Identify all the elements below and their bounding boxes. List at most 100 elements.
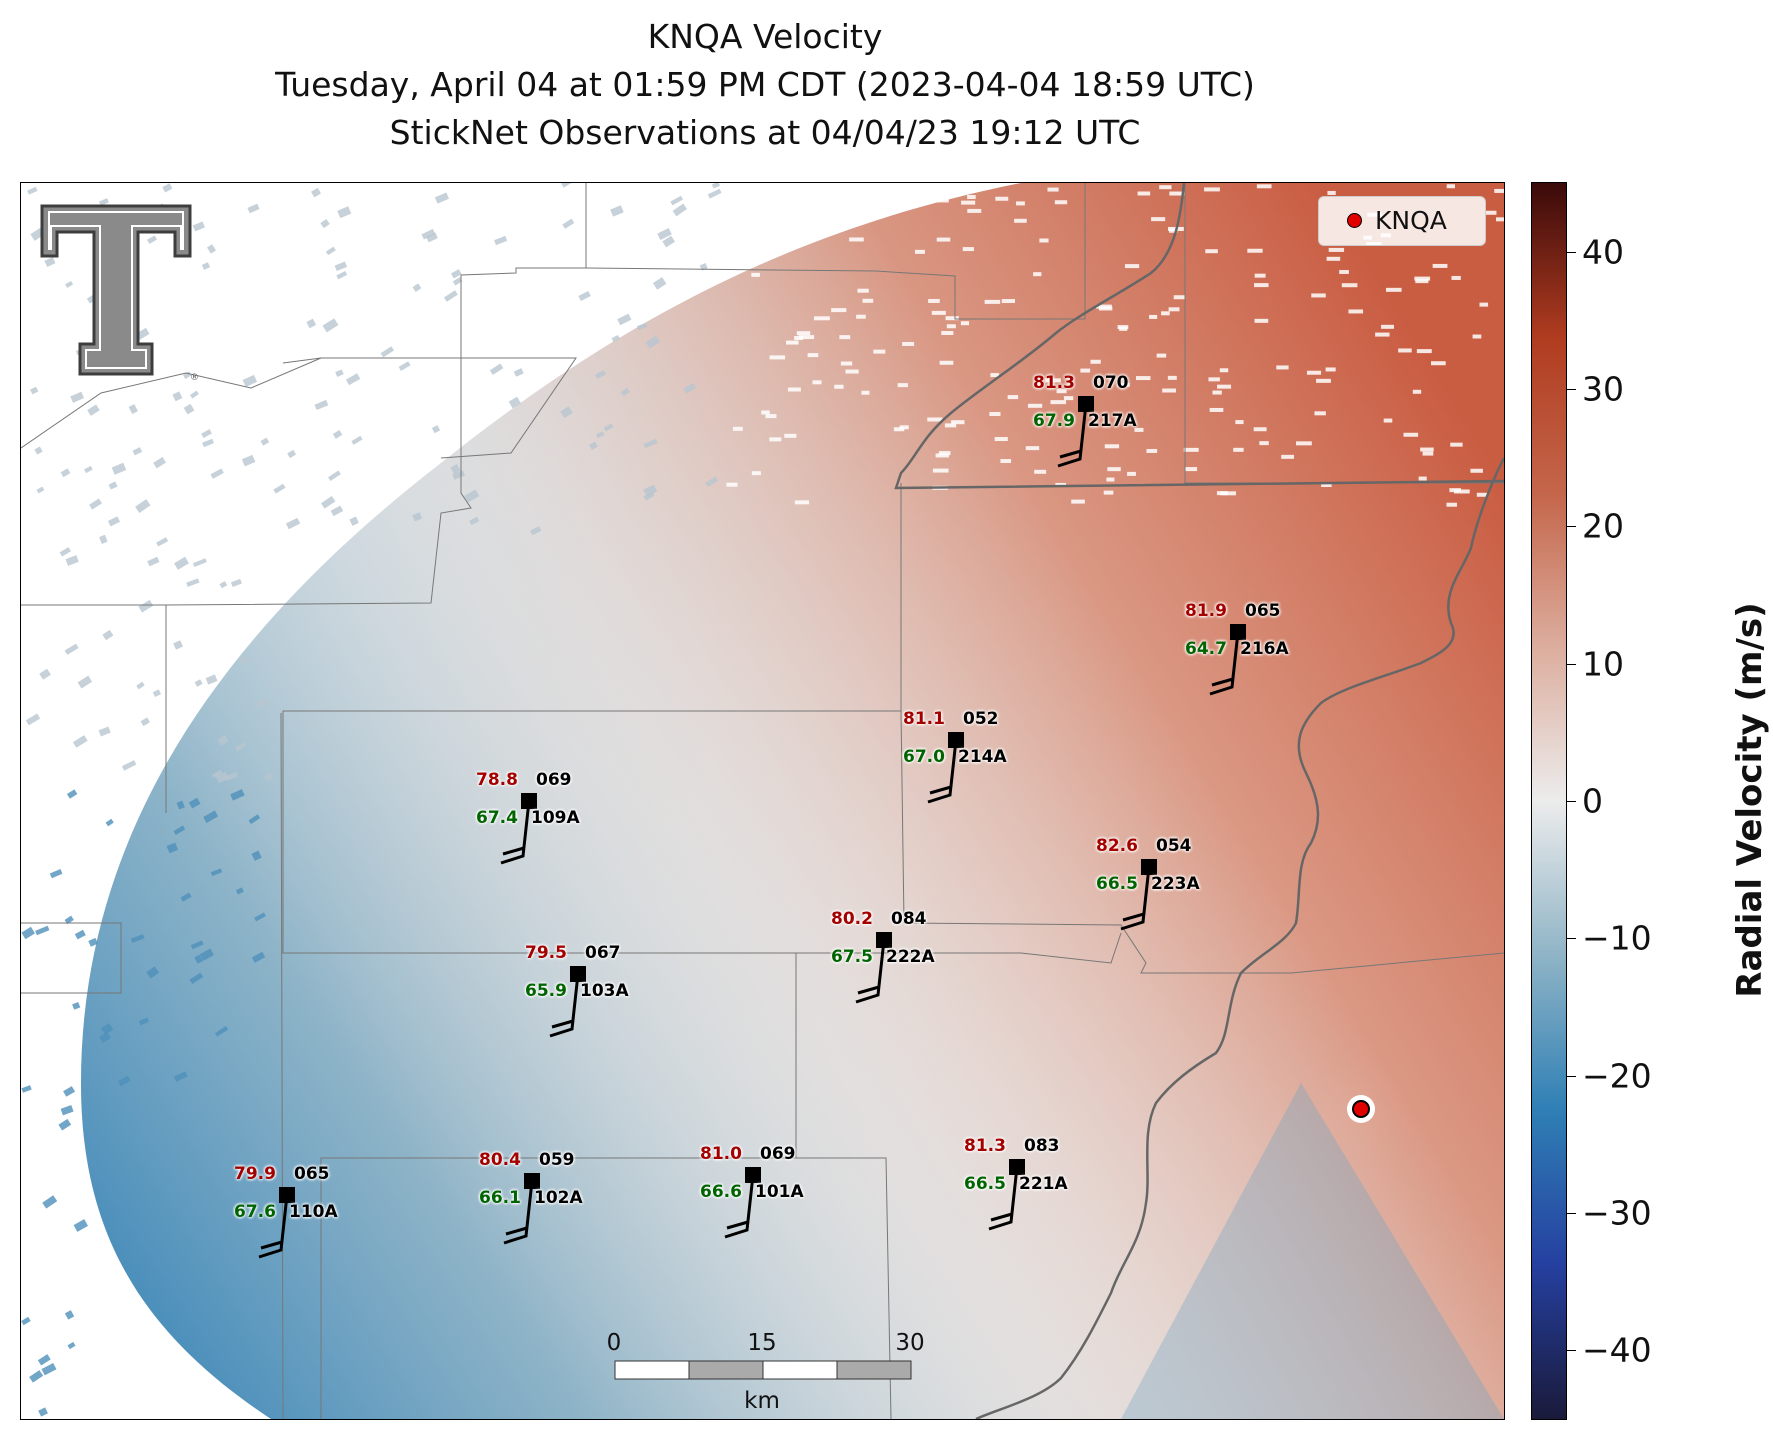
- station-id: 102A: [534, 1188, 583, 1208]
- station-temperature: 81.0: [700, 1144, 742, 1164]
- station-221A[interactable]: [988, 1159, 1025, 1231]
- colorbar-tick-label: 30: [1582, 369, 1624, 409]
- scale-bar: [614, 1360, 912, 1380]
- station-id: 223A: [1151, 874, 1200, 894]
- station-temperature: 82.6: [1096, 836, 1138, 856]
- wind-barb: [1057, 403, 1088, 468]
- station-id: 109A: [531, 808, 580, 828]
- station-id: 216A: [1240, 639, 1289, 659]
- station-id: 110A: [289, 1202, 338, 1222]
- station-temperature: 81.1: [903, 709, 945, 729]
- station-temperature: 81.3: [1033, 373, 1075, 393]
- station-wind-direction: 067: [585, 943, 621, 963]
- station-wind-direction: 084: [891, 909, 927, 929]
- station-dewpoint: 66.5: [964, 1174, 1006, 1194]
- wind-barb: [500, 800, 531, 865]
- legend-label: KNQA: [1375, 206, 1447, 235]
- station-103A[interactable]: [549, 966, 586, 1038]
- station-dewpoint: 66.5: [1096, 874, 1138, 894]
- station-dewpoint: 67.4: [476, 808, 518, 828]
- colorbar-tick-label: −40: [1582, 1330, 1652, 1370]
- colorbar-tick-mark: [1566, 526, 1576, 528]
- station-dewpoint: 66.6: [700, 1182, 742, 1202]
- station-110A[interactable]: [258, 1187, 295, 1259]
- scale-bar-label-15: 15: [747, 1330, 777, 1356]
- colorbar-tick-label: −20: [1582, 1056, 1652, 1096]
- colorbar-tick-mark: [1566, 1213, 1576, 1214]
- station-dewpoint: 67.6: [234, 1202, 276, 1222]
- wind-barb: [549, 973, 580, 1038]
- wind-barb: [988, 1166, 1019, 1231]
- wind-barb: [724, 1174, 755, 1239]
- station-wind-direction: 065: [294, 1164, 330, 1184]
- station-wind-direction: 070: [1093, 373, 1129, 393]
- station-dewpoint: 66.1: [479, 1188, 521, 1208]
- colorbar-tick-label: 20: [1582, 506, 1624, 546]
- station-222A[interactable]: [855, 932, 892, 1004]
- state-boundaries: [894, 183, 1504, 1419]
- colorbar-tick-mark: [1566, 389, 1576, 390]
- station-id: 214A: [958, 747, 1007, 767]
- colorbar: [1531, 182, 1567, 1420]
- scale-bar-label-30: 30: [895, 1330, 925, 1356]
- colorbar-tick-label: −10: [1582, 918, 1652, 958]
- station-temperature: 79.9: [234, 1164, 276, 1184]
- station-223A[interactable]: [1120, 859, 1157, 931]
- station-id: 217A: [1088, 411, 1137, 431]
- station-temperature: 78.8: [476, 770, 518, 790]
- scale-bar-label-0: 0: [606, 1330, 622, 1356]
- radar-map[interactable]: [20, 182, 1505, 1420]
- station-217A[interactable]: [1057, 396, 1094, 468]
- colorbar-tick-mark: [1566, 1350, 1576, 1352]
- colorbar-tick-mark: [1566, 663, 1576, 665]
- station-109A[interactable]: [500, 793, 537, 865]
- radar-site-marker[interactable]: [1347, 1095, 1375, 1123]
- wind-barb: [1120, 866, 1151, 931]
- station-dewpoint: 67.0: [903, 747, 945, 767]
- colorbar-tick-mark: [1566, 1075, 1576, 1077]
- wind-barb: [927, 739, 958, 804]
- station-temperature: 80.4: [479, 1150, 521, 1170]
- station-wind-direction: 065: [1245, 601, 1281, 621]
- county-boundaries: [21, 183, 1504, 1419]
- sticknet-stations: [258, 396, 1246, 1259]
- station-id: 103A: [580, 981, 629, 1001]
- colorbar-tick-mark: [1566, 251, 1576, 253]
- wind-barb: [855, 939, 886, 1004]
- colorbar-tick-mark: [1566, 938, 1576, 940]
- scale-bar-unit: km: [744, 1388, 780, 1414]
- wind-barb: [503, 1180, 534, 1245]
- chart-subtitle-sticknet: StickNet Observations at 04/04/23 19:12 …: [389, 113, 1141, 152]
- station-temperature: 81.3: [964, 1136, 1006, 1156]
- station-wind-direction: 052: [963, 709, 999, 729]
- station-214A[interactable]: [927, 732, 964, 804]
- station-id: 222A: [886, 947, 935, 967]
- chart-subtitle-time: Tuesday, April 04 at 01:59 PM CDT (2023-…: [275, 65, 1255, 104]
- radar-speckle: [21, 183, 1504, 1417]
- colorbar-tick-label: 10: [1582, 644, 1624, 684]
- station-temperature: 81.9: [1185, 601, 1227, 621]
- station-temperature: 79.5: [525, 943, 567, 963]
- station-wind-direction: 054: [1156, 836, 1192, 856]
- wind-barb: [1209, 631, 1240, 696]
- colorbar-tick-label: −30: [1582, 1193, 1652, 1233]
- station-102A[interactable]: [503, 1173, 540, 1245]
- chart-title: KNQA Velocity: [647, 17, 883, 56]
- station-wind-direction: 069: [536, 770, 572, 790]
- station-wind-direction: 069: [760, 1144, 796, 1164]
- texas-tech-logo-icon: ®: [40, 204, 199, 383]
- map-legend: KNQA: [1318, 196, 1486, 246]
- station-wind-direction: 083: [1024, 1136, 1060, 1156]
- colorbar-tick-label: 40: [1582, 232, 1624, 272]
- radar-map-canvas: [21, 183, 1504, 1419]
- station-temperature: 80.2: [831, 909, 873, 929]
- radar-site-legend-marker: [1347, 213, 1362, 228]
- station-wind-direction: 059: [539, 1150, 575, 1170]
- station-216A[interactable]: [1209, 624, 1246, 696]
- svg-text:®: ®: [190, 373, 199, 383]
- station-dewpoint: 65.9: [525, 981, 567, 1001]
- station-dewpoint: 67.9: [1033, 411, 1075, 431]
- station-id: 221A: [1019, 1174, 1068, 1194]
- wind-barb: [258, 1194, 289, 1259]
- station-101A[interactable]: [724, 1167, 761, 1239]
